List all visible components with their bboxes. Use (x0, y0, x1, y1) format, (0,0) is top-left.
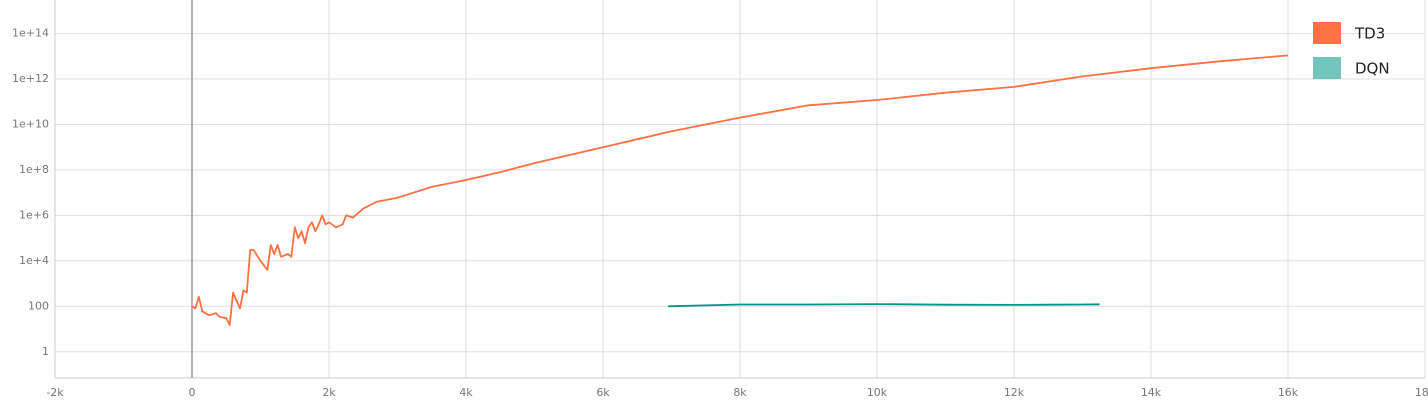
x-tick-label: -2k (46, 386, 64, 399)
y-tick-label: 1e+6 (19, 208, 49, 221)
y-tick-label: 1e+14 (12, 27, 49, 40)
y-tick-label: 1e+10 (12, 117, 49, 130)
y-tick-label: 100 (28, 299, 49, 312)
x-tick-label: 6k (596, 386, 610, 399)
series-line (191, 54, 1289, 326)
legend-swatch (1313, 22, 1341, 44)
x-tick-label: 12k (1004, 386, 1025, 399)
y-tick-label: 1e+4 (19, 254, 49, 267)
x-tick-label: 14k (1141, 386, 1162, 399)
legend-label: TD3 (1354, 25, 1385, 43)
legend-swatch (1313, 57, 1341, 79)
x-tick-label: 0 (189, 386, 196, 399)
x-tick-label: 16k (1278, 386, 1299, 399)
x-tick-label: 2k (322, 386, 336, 399)
series-line (668, 303, 1100, 308)
x-tick-label: 8k (733, 386, 747, 399)
x-tick-label: 4k (459, 386, 473, 399)
x-tick-label: 10k (867, 386, 888, 399)
legend-label: DQN (1355, 60, 1390, 78)
y-tick-label: 1e+8 (19, 163, 49, 176)
y-tick-label: 1e+12 (12, 72, 49, 85)
y-tick-label: 1 (42, 345, 49, 358)
x-tick-label: 18k (1415, 386, 1428, 399)
